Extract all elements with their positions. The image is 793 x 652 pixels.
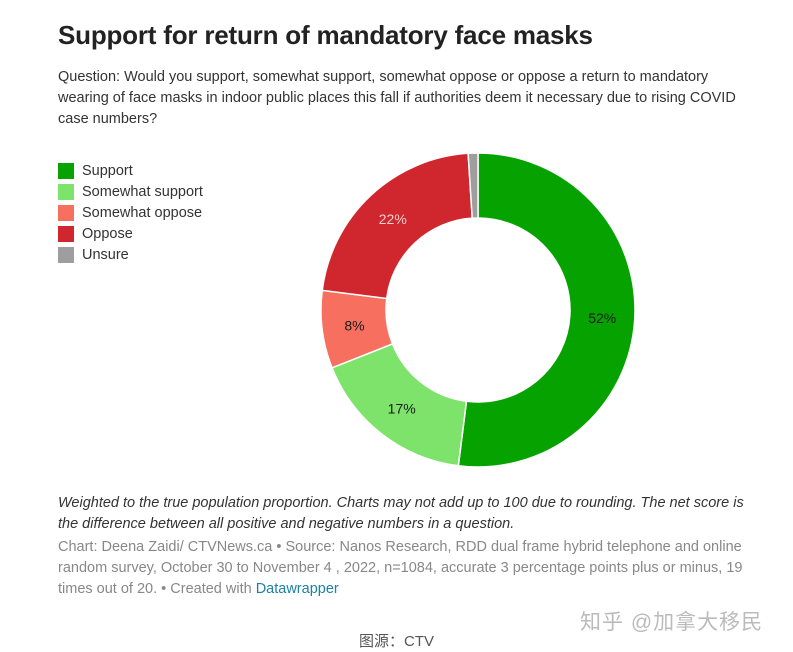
legend: Support Somewhat support Somewhat oppose… (58, 160, 203, 265)
legend-label: Oppose (82, 225, 133, 242)
legend-item-somewhat-support: Somewhat support (58, 181, 203, 202)
legend-label: Support (82, 162, 133, 179)
legend-item-somewhat-oppose: Somewhat oppose (58, 202, 203, 223)
slice-label: 22% (379, 211, 407, 227)
legend-item-oppose: Oppose (58, 223, 203, 244)
slice-label: 8% (344, 318, 364, 334)
slice-label: 17% (388, 400, 416, 416)
donut-slice-unsure (467, 152, 479, 219)
legend-label: Somewhat support (82, 183, 203, 200)
datawrapper-link[interactable]: Datawrapper (255, 581, 339, 597)
donut-slice-support (457, 152, 636, 468)
chart-note: Weighted to the true population proporti… (58, 495, 744, 532)
legend-swatch (58, 225, 74, 242)
legend-item-unsure: Unsure (58, 244, 203, 265)
chart-title: Support for return of mandatory face mas… (58, 20, 593, 50)
chart-source: Chart: Deena Zaidi/ CTVNews.ca • Source:… (58, 537, 758, 600)
legend-swatch (58, 204, 74, 221)
donut-slice-oppose (321, 152, 474, 300)
legend-label: Somewhat oppose (82, 204, 203, 221)
chart-question: Question: Would you support, somewhat su… (58, 69, 736, 127)
legend-swatch (58, 162, 74, 179)
watermark: 知乎 @加拿大移民 (580, 611, 764, 634)
legend-item-support: Support (58, 160, 203, 181)
image-caption: 图源：CTV (358, 633, 434, 650)
legend-label: Unsure (82, 246, 129, 263)
donut-chart: 52% 17% 8% 22% (320, 152, 636, 468)
legend-swatch (58, 183, 74, 200)
slice-label: 52% (588, 310, 616, 326)
legend-swatch (58, 246, 74, 263)
source-text: Chart: Deena Zaidi/ CTVNews.ca • Source:… (58, 539, 743, 597)
